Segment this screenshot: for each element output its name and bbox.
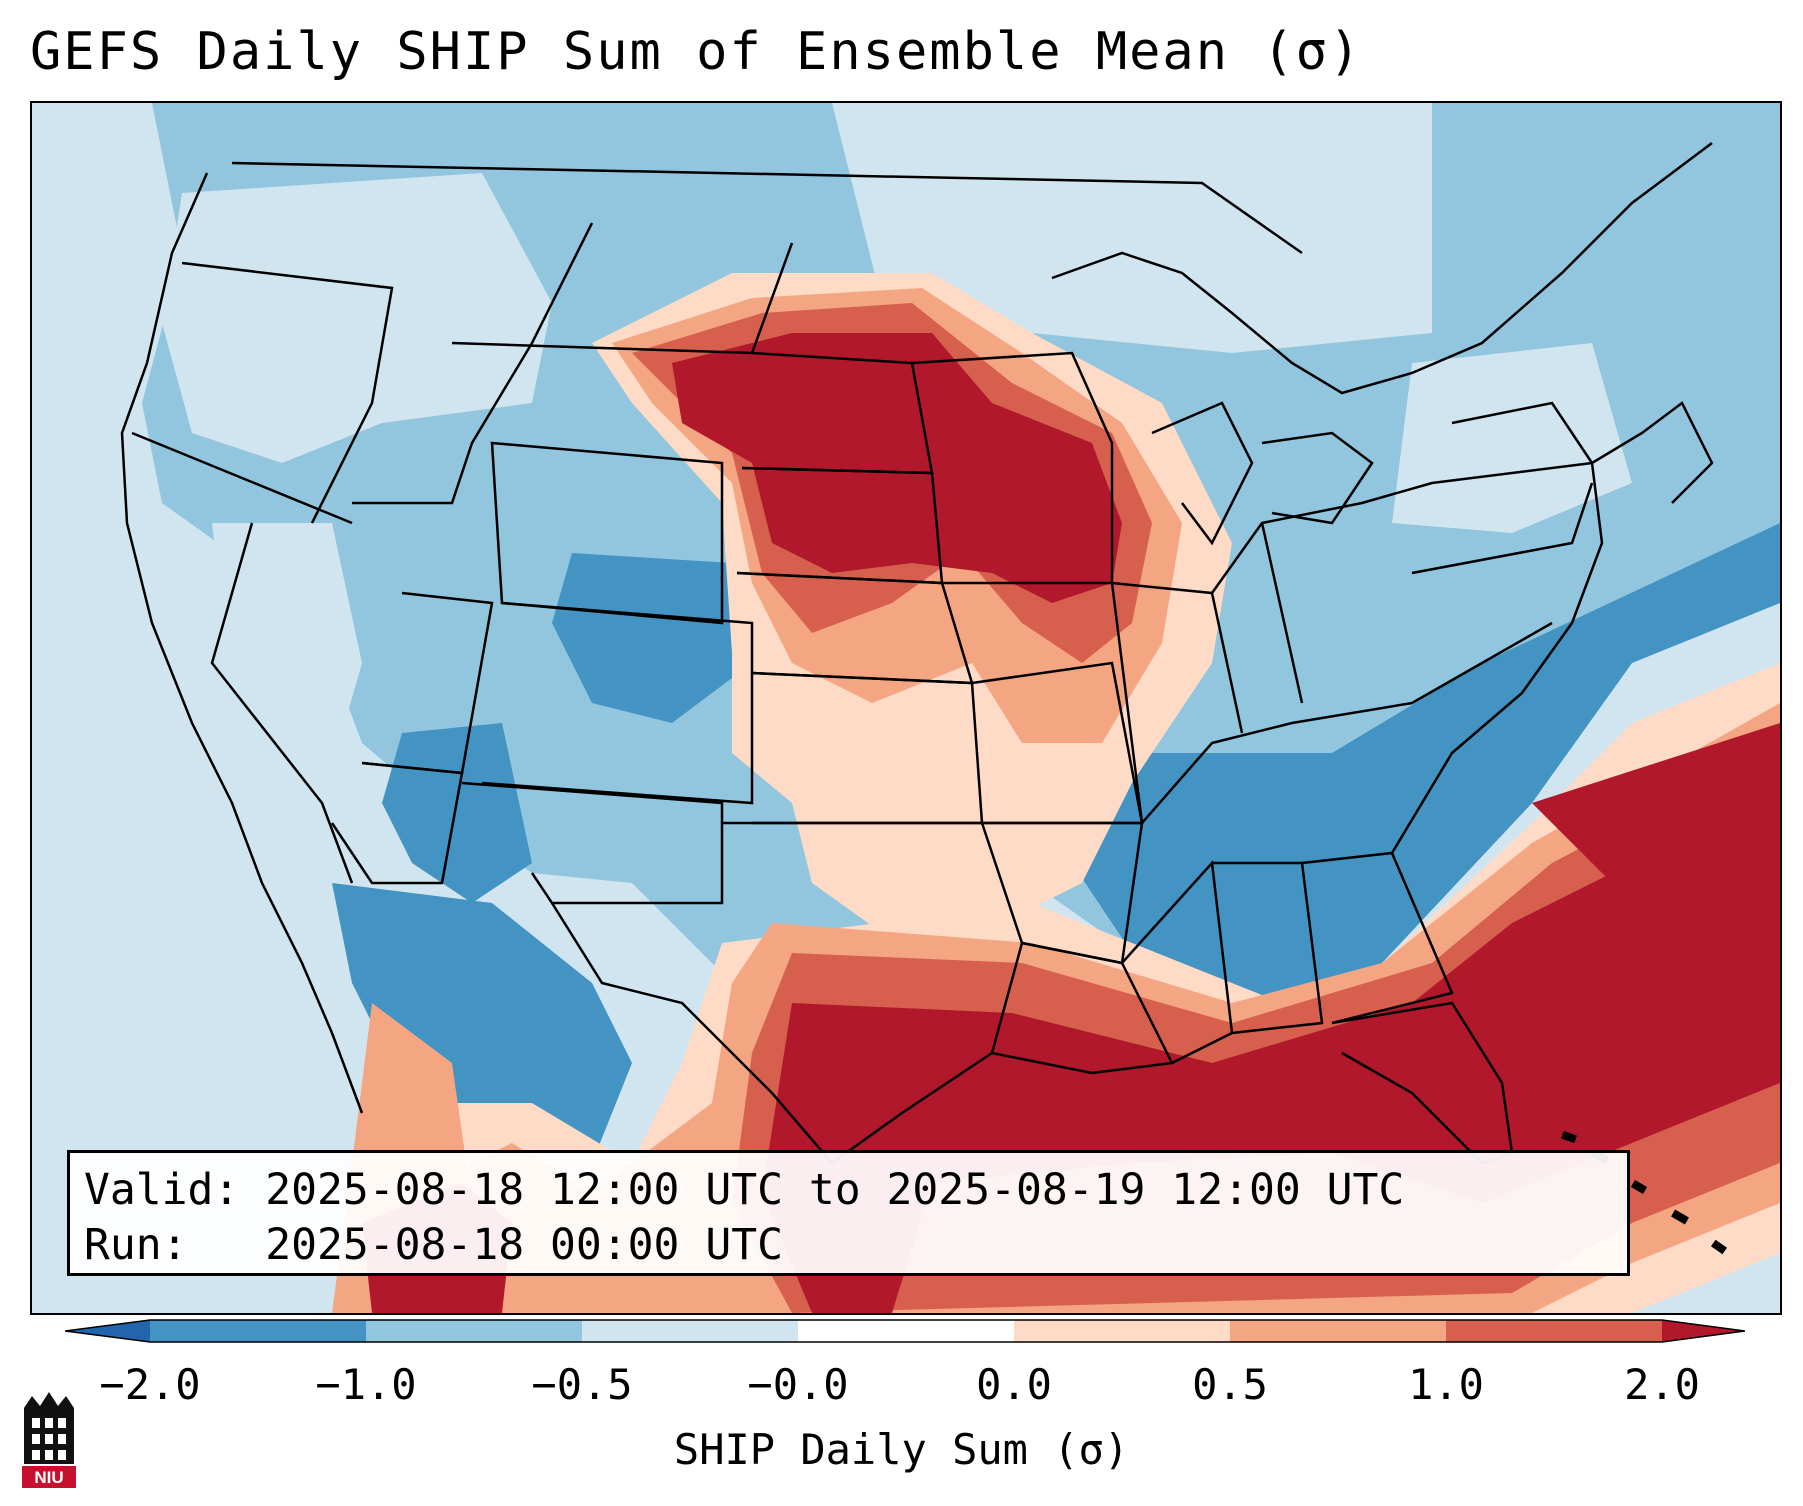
colorbar-ticks: −2.0 −1.0 −0.5 −0.0 0.0 0.5 1.0 2.0	[0, 1360, 1803, 1420]
state-colorado	[481, 601, 754, 805]
state-mississippi	[1121, 860, 1234, 1065]
colorbar-tick-label: 0.0	[976, 1360, 1052, 1409]
island-4	[1671, 1209, 1689, 1225]
state-minnesota-iowa	[911, 351, 1114, 585]
logo-text: NIU	[34, 1468, 63, 1487]
border-or-ca	[131, 431, 353, 525]
anomaly-region-darkred-atlantic	[1532, 723, 1780, 903]
border-wa-id	[181, 261, 394, 524]
state-new-england	[1591, 401, 1714, 504]
state-arizona	[330, 761, 464, 885]
island-1	[1561, 1130, 1577, 1144]
colorbar-under-triangle	[65, 1320, 150, 1342]
anomaly-region-neutral-northwest	[162, 173, 552, 463]
anomaly-region-blue-colorado	[552, 553, 752, 723]
colorbar-tick-label: −0.5	[531, 1360, 633, 1409]
state-wyoming	[490, 441, 724, 625]
niu-logo-icon: NIU	[22, 1392, 76, 1488]
anomaly-region-blue-georgia	[1232, 803, 1432, 963]
island-5	[1710, 1239, 1728, 1255]
state-pennsylvania	[1411, 482, 1594, 575]
anomaly-region-neutral-northeast	[1392, 343, 1632, 533]
state-georgia	[1301, 851, 1454, 1025]
colorbar-tick-label: −0.0	[747, 1360, 849, 1409]
colorbar-tick-label: 0.5	[1192, 1360, 1268, 1409]
valid-run-info-box: Valid: 2025-08-18 12:00 UTC to 2025-08-1…	[67, 1150, 1630, 1276]
border-us-canada	[231, 161, 1303, 255]
colorbar-tick-label: 2.0	[1624, 1360, 1700, 1409]
border-northeast	[1051, 142, 1713, 395]
border-oh-pa	[1260, 522, 1304, 704]
anomaly-region-neutral-canada	[832, 103, 1432, 353]
colorbar-outline	[65, 1319, 1745, 1343]
island-3	[1630, 1180, 1648, 1194]
colorbar-bin-3	[582, 1320, 798, 1342]
colorbar-tick-label: −1.0	[315, 1360, 417, 1409]
logo-tower-windows	[32, 1418, 66, 1460]
colorbar-bin-7	[1446, 1320, 1662, 1342]
logo-banner	[22, 1466, 76, 1488]
state-texas	[550, 821, 1024, 1165]
anomaly-region-neutral-california	[212, 523, 362, 823]
map-panel	[30, 101, 1782, 1315]
colorbar-bin-1	[150, 1320, 366, 1342]
colorbar-tick-label: 1.0	[1408, 1360, 1484, 1409]
border-il-in	[1110, 582, 1144, 824]
colorbar-bin-6	[1230, 1320, 1446, 1342]
border-tn-nc	[1141, 621, 1553, 824]
map-svg	[32, 103, 1780, 1313]
colorbar-tick-label: −2.0	[99, 1360, 201, 1409]
border-id-mt	[352, 222, 594, 505]
valid-time-text: Valid: 2025-08-18 12:00 UTC to 2025-08-1…	[84, 1165, 1405, 1215]
colorbar	[65, 1319, 1745, 1343]
boundary-lines	[120, 142, 1714, 1165]
border-in-oh	[1210, 592, 1244, 734]
state-new-mexico	[461, 781, 724, 905]
anomaly-region-darkred-dakotas-iowa	[672, 333, 1122, 603]
colorbar-bin-2	[366, 1320, 582, 1342]
lake-michigan-shore	[1151, 401, 1254, 546]
colorbar-label: SHIP Daily Sum (σ)	[673, 1425, 1130, 1474]
colorbar-over-triangle	[1662, 1320, 1745, 1342]
state-alabama	[1212, 861, 1324, 1035]
border-nv-ca	[210, 522, 354, 884]
coastline-west	[120, 172, 364, 1114]
chart-title: GEFS Daily SHIP Sum of Ensemble Mean (σ)	[30, 22, 1363, 82]
colorbar-bin-5	[1014, 1320, 1230, 1342]
state-new-york	[1451, 401, 1594, 464]
run-time-text: Run: 2025-08-18 00:00 UTC	[84, 1220, 783, 1270]
colorbar-bin-4	[798, 1320, 1014, 1342]
lake-huron-erie	[1261, 431, 1374, 525]
